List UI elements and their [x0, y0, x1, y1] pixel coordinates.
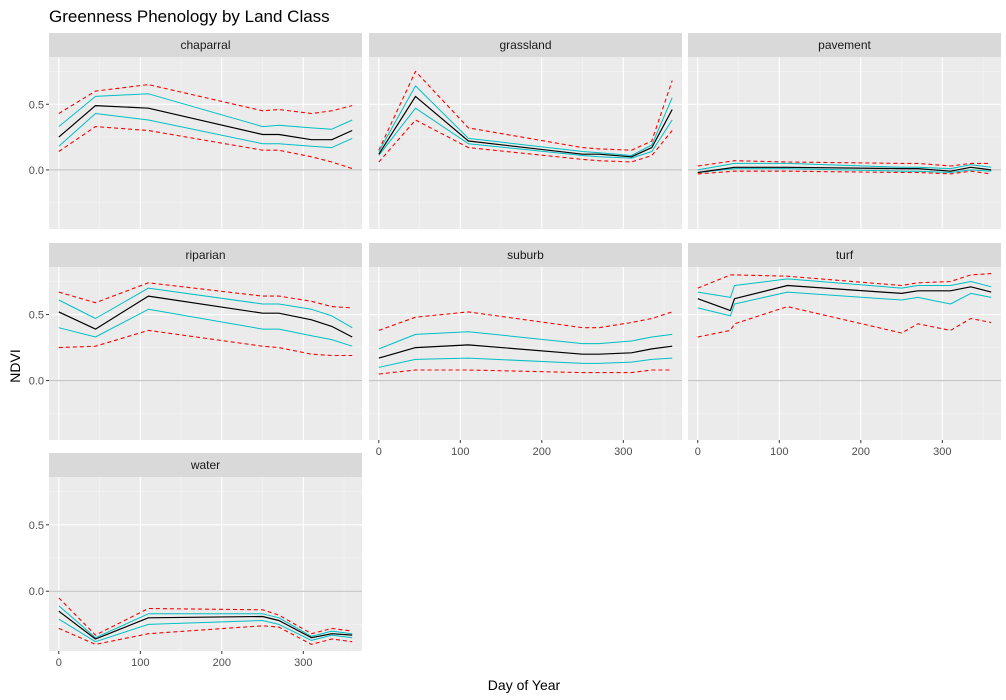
mean-line — [378, 95, 673, 158]
chart-title: Greenness Phenology by Land Class — [49, 7, 330, 26]
mean-line — [697, 166, 992, 174]
facet-panels: chaparral 0.0 0.5 grassland pavement riparian… — [29, 33, 1001, 669]
y-tick-label: 0.0 — [29, 165, 44, 177]
lower-dashed-line — [58, 329, 353, 357]
x-axis-title: Day of Year — [488, 677, 561, 693]
y-tick-label: 0.0 — [29, 376, 44, 388]
lower-dashed-line — [58, 126, 353, 170]
upper-dashed-line — [697, 273, 992, 289]
mean-line — [697, 284, 992, 312]
panel-background — [49, 267, 362, 440]
lower-dashed-line — [378, 369, 673, 375]
upper-dashed-line — [378, 70, 673, 151]
panel-background — [369, 267, 682, 440]
facet-panel-turf: turf 0 100 200 300 — [688, 243, 1001, 458]
x-tick-label: 300 — [933, 446, 951, 458]
lower-cyan-line — [58, 308, 353, 347]
x-tick-label: 200 — [533, 446, 551, 458]
facet-panel-suburb: suburb 0 100 200 300 — [369, 243, 682, 458]
upper-cyan-line — [58, 287, 353, 329]
facet-strip-label: water — [190, 458, 220, 472]
x-tick-label: 200 — [852, 446, 870, 458]
x-tick-label: 100 — [451, 446, 469, 458]
upper-dashed-line — [58, 597, 353, 636]
facet-strip-label: turf — [836, 248, 854, 262]
facet-strip-label: suburb — [507, 248, 544, 262]
x-tick-label: 300 — [294, 657, 312, 669]
x-tick-label: 0 — [695, 446, 701, 458]
y-axis-title: NDVI — [7, 349, 23, 382]
x-tick-label: 100 — [131, 657, 149, 669]
upper-cyan-line — [378, 331, 673, 350]
mean-line — [58, 104, 353, 141]
facet-panel-water: water 0 100 200 300 0.0 0.5 — [29, 453, 362, 669]
upper-dashed-line — [58, 84, 353, 115]
facet-strip-label: pavement — [818, 38, 871, 52]
x-tick-label: 0 — [376, 446, 382, 458]
upper-cyan-line — [697, 162, 992, 171]
facet-strip-label: riparian — [185, 248, 225, 262]
mean-line — [58, 295, 353, 338]
facet-strip — [49, 243, 362, 267]
lower-dashed-line — [697, 306, 992, 338]
lower-dashed-line — [697, 170, 992, 175]
x-tick-label: 100 — [770, 446, 788, 458]
upper-cyan-line — [58, 605, 353, 639]
x-tick-label: 300 — [614, 446, 632, 458]
upper-cyan-line — [58, 93, 353, 130]
facet-strip-label: grassland — [499, 38, 551, 52]
facet-strip — [688, 33, 1001, 57]
facet-strip — [688, 243, 1001, 267]
lower-cyan-line — [697, 291, 992, 317]
facet-strip — [369, 243, 682, 267]
x-tick-label: 0 — [56, 657, 62, 669]
upper-dashed-line — [697, 160, 992, 167]
facet-panel-riparian: riparian 0.0 0.5 — [29, 243, 362, 440]
x-tick-label: 200 — [213, 657, 231, 669]
panel-background — [369, 57, 682, 229]
upper-dashed-line — [378, 311, 673, 331]
facet-strip — [49, 33, 362, 57]
lower-dashed-line — [58, 625, 353, 645]
panel-background — [688, 57, 1001, 229]
panel-background — [49, 477, 362, 651]
lower-cyan-line — [697, 168, 992, 173]
upper-cyan-line — [697, 278, 992, 298]
y-tick-label: 0.5 — [29, 99, 44, 111]
panel-background — [688, 267, 1001, 440]
y-tick-label: 0.5 — [29, 310, 44, 322]
facet-panel-chaparral: chaparral 0.0 0.5 — [29, 33, 362, 229]
facet-strip — [369, 33, 682, 57]
mean-line — [58, 610, 353, 640]
lower-cyan-line — [58, 618, 353, 643]
facet-panel-grassland: grassland — [369, 33, 682, 229]
y-tick-label: 0.0 — [29, 586, 44, 598]
lower-cyan-line — [378, 357, 673, 368]
mean-line — [378, 344, 673, 359]
facet-strip — [49, 453, 362, 477]
lower-dashed-line — [378, 119, 673, 163]
lower-cyan-line — [58, 113, 353, 149]
upper-cyan-line — [378, 85, 673, 156]
lower-cyan-line — [378, 107, 673, 159]
panel-background — [49, 57, 362, 229]
facet-strip-label: chaparral — [180, 38, 230, 52]
facet-panel-pavement: pavement — [688, 33, 1001, 229]
upper-dashed-line — [58, 282, 353, 309]
y-tick-label: 0.5 — [29, 520, 44, 532]
